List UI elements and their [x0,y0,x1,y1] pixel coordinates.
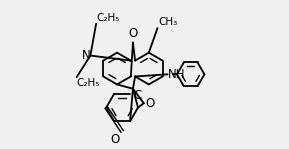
Text: O: O [145,97,155,110]
Text: C: C [134,90,142,103]
Text: C₂H₅: C₂H₅ [76,78,99,88]
Text: O: O [110,133,119,146]
Text: N: N [82,49,91,62]
Text: O: O [128,27,138,40]
Text: CH₃: CH₃ [158,17,177,27]
Text: NH: NH [168,68,186,81]
Text: C₂H₅: C₂H₅ [97,13,120,23]
